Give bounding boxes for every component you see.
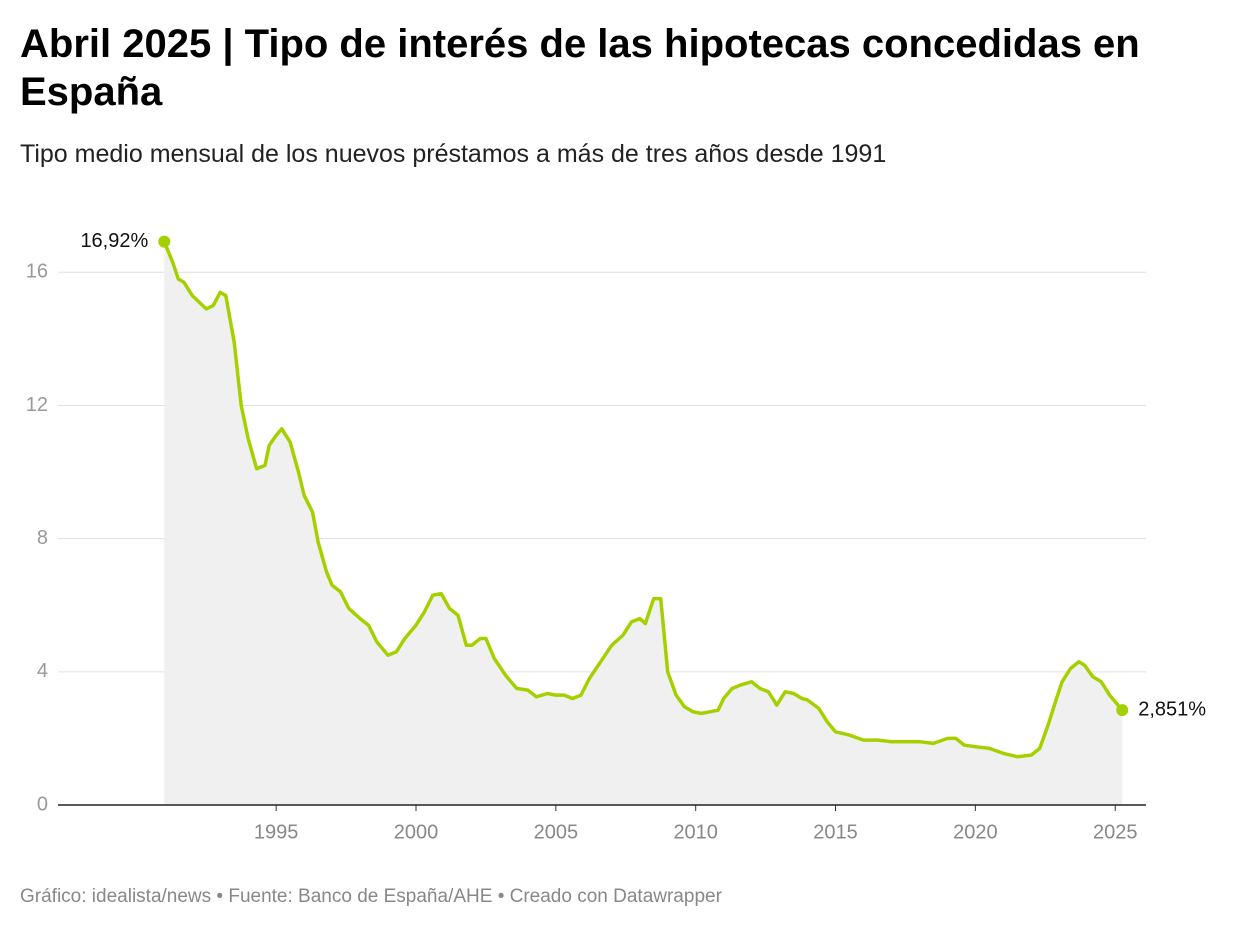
y-tick-label: 8 [37,527,48,549]
x-tick-label: 2010 [673,821,718,843]
value-label: 2,851% [1138,698,1206,720]
chart: 0 4 8 12 16 1995 2000 2005 2010 2015 2020 2025 16,92… [26,230,1207,843]
x-tick-label: 2005 [534,821,579,843]
chart-subtitle: Tipo medio mensual de los nuevos préstam… [20,140,887,168]
line [162,241,1124,759]
x-tick-label: 2015 [813,821,858,843]
value-label: 16,92% [80,230,148,252]
y-tick-label: 0 [37,793,48,815]
source-note: Gráfico: idealista/news • Fuente: Banco … [20,886,722,907]
x-tick-label: 2020 [953,821,998,843]
end-point [158,235,171,248]
area [164,241,1123,805]
y-tick-label: 12 [26,394,48,416]
x-tick-label: 2025 [1093,821,1138,843]
chart-title: Abril 2025 | Tipo de interés de las hipo… [20,22,1140,114]
x-tick-label: 2000 [394,821,439,843]
y-tick-label: 16 [26,261,48,283]
end-point [1116,704,1129,717]
x-tick-label: 1995 [254,821,299,843]
y-tick-label: 4 [37,660,48,682]
